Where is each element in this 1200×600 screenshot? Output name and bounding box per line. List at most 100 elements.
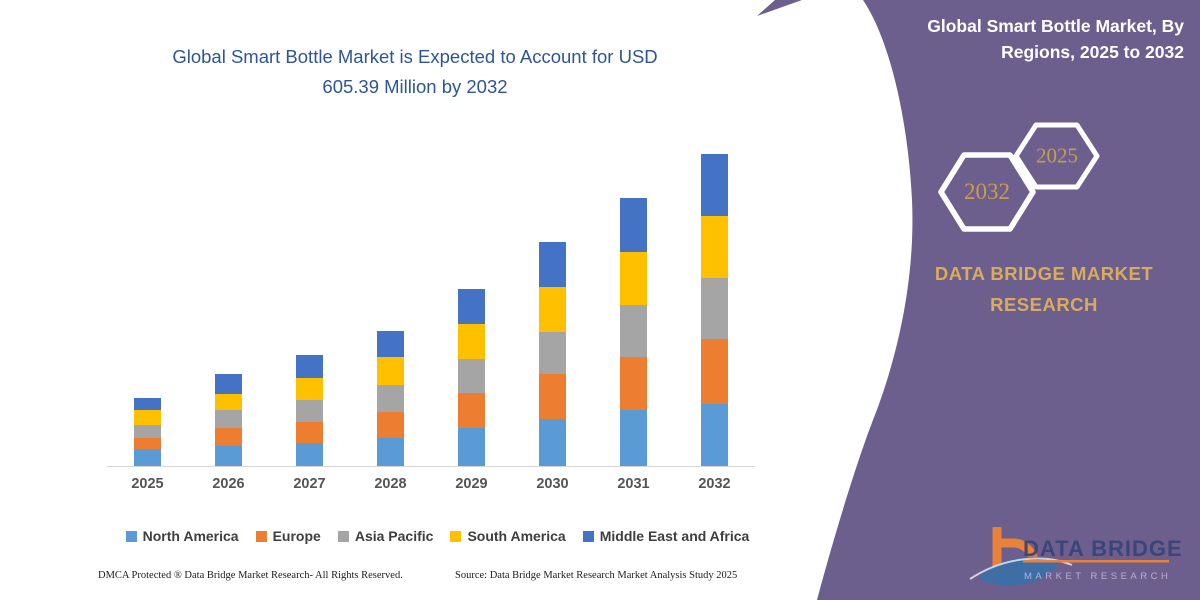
legend-marker-icon bbox=[582, 530, 594, 542]
bar-segment-2025-europe bbox=[134, 438, 161, 450]
x-tick-label-2030: 2030 bbox=[536, 476, 569, 492]
bar-segment-2025-middle-east-and-africa bbox=[134, 397, 161, 411]
bar-stack-2026 bbox=[215, 373, 242, 466]
panel-title-line2: Regions, 2025 to 2032 bbox=[1001, 42, 1184, 63]
hexagon-2025-icon bbox=[1013, 122, 1100, 190]
x-tick-label-2027: 2027 bbox=[293, 476, 326, 492]
legend-label: North America bbox=[142, 528, 239, 544]
brand-panel-graphic: DATA BRIDGE MARKET RESEARCH bbox=[757, 0, 1200, 600]
chart-title: Global Smart Bottle Market is Expected t… bbox=[0, 42, 790, 102]
x-tick-label-2026: 2026 bbox=[212, 476, 245, 492]
bar-segment-2030-middle-east-and-africa bbox=[539, 242, 566, 288]
bar-segment-2032-south-america bbox=[701, 215, 728, 278]
bar-segment-2031-asia-pacific bbox=[620, 304, 647, 357]
bar-segment-2032-asia-pacific bbox=[701, 277, 728, 339]
legend-item-north-america: North America bbox=[125, 528, 239, 544]
bar-column-2025 bbox=[107, 150, 188, 466]
bar-segment-2030-south-america bbox=[539, 287, 566, 333]
dbmr-logo-underline bbox=[1023, 560, 1169, 563]
bar-segment-2026-middle-east-and-africa bbox=[215, 373, 242, 394]
legend-label: South America bbox=[467, 528, 566, 544]
legend-marker-icon bbox=[450, 530, 462, 542]
x-tick-label-2028: 2028 bbox=[374, 476, 407, 492]
brand-line2: RESEARCH bbox=[990, 294, 1098, 315]
x-axis-labels: 2025 2026 2027 2028 2029 2030 2031 2032 bbox=[107, 476, 755, 492]
panel-title: Global Smart Bottle Market, By Regions, … bbox=[854, 13, 1184, 66]
source-text: Source: Data Bridge Market Research Mark… bbox=[455, 570, 738, 581]
bar-segment-2029-europe bbox=[458, 393, 485, 429]
brand-wordmark: DATA BRIDGE MARKET RESEARCH bbox=[874, 258, 1200, 320]
dbmr-logo-swoosh bbox=[978, 556, 1060, 586]
bar-stack-2030 bbox=[539, 242, 566, 466]
dmca-text: DMCA Protected ® Data Bridge Market Rese… bbox=[98, 570, 403, 581]
plot-area bbox=[107, 150, 755, 467]
bar-segment-2029-north-america bbox=[458, 428, 485, 466]
bar-segment-2025-asia-pacific bbox=[134, 425, 161, 439]
bar-stack-2029 bbox=[458, 288, 485, 466]
legend-item-middle-east-and-africa: Middle East and Africa bbox=[582, 528, 750, 544]
bar-segment-2025-south-america bbox=[134, 410, 161, 426]
bar-segment-2027-europe bbox=[296, 422, 323, 444]
bar-stack-2027 bbox=[296, 354, 323, 466]
x-tick-label-2025: 2025 bbox=[131, 476, 164, 492]
bar-segment-2027-asia-pacific bbox=[296, 399, 323, 423]
x-tick-label-2032: 2032 bbox=[698, 476, 731, 492]
bar-stack-2032 bbox=[701, 154, 728, 466]
bar-segment-2032-middle-east-and-africa bbox=[701, 154, 728, 216]
dbmr-logo-tagline: MARKET RESEARCH bbox=[1024, 571, 1171, 582]
bar-column-2027 bbox=[269, 150, 350, 466]
panel-background-shape bbox=[817, 0, 1200, 600]
panel-corner-sliver bbox=[757, 0, 802, 16]
bar-segment-2027-south-america bbox=[296, 377, 323, 400]
legend-marker-icon bbox=[337, 530, 349, 542]
bar-segment-2031-north-america bbox=[620, 410, 647, 466]
legend-marker-icon bbox=[255, 530, 267, 542]
bar-segment-2030-north-america bbox=[539, 419, 566, 466]
x-tick-label-2029: 2029 bbox=[455, 476, 488, 492]
bar-segment-2026-europe bbox=[215, 427, 242, 446]
bar-segment-2029-asia-pacific bbox=[458, 359, 485, 394]
legend-label: Middle East and Africa bbox=[599, 528, 750, 544]
bar-segment-2026-north-america bbox=[215, 446, 242, 466]
legend-marker-icon bbox=[125, 530, 137, 542]
bar-segment-2028-asia-pacific bbox=[377, 384, 404, 412]
brand-panel: DATA BRIDGE MARKET RESEARCH Global Smart… bbox=[740, 0, 1200, 600]
dbmr-logo-name: DATA BRIDGE bbox=[1023, 536, 1183, 561]
legend-item-asia-pacific: Asia Pacific bbox=[337, 528, 434, 544]
bar-column-2028 bbox=[350, 150, 431, 466]
bar-segment-2031-middle-east-and-africa bbox=[620, 198, 647, 252]
bar-segment-2031-europe bbox=[620, 356, 647, 411]
legend-item-europe: Europe bbox=[255, 528, 321, 544]
bar-segment-2026-asia-pacific bbox=[215, 410, 242, 428]
bar-segment-2030-europe bbox=[539, 374, 566, 420]
legend-label: Asia Pacific bbox=[354, 528, 434, 544]
bar-segment-2031-south-america bbox=[620, 251, 647, 305]
legend-item-south-america: South America bbox=[450, 528, 566, 544]
bar-column-2032 bbox=[674, 150, 755, 466]
bar-stack-2031 bbox=[620, 198, 647, 466]
bar-segment-2026-south-america bbox=[215, 393, 242, 411]
footer: DMCA Protected ® Data Bridge Market Rese… bbox=[0, 570, 790, 590]
bar-segment-2027-north-america bbox=[296, 443, 323, 466]
brand-line1: DATA BRIDGE MARKET bbox=[934, 263, 1154, 284]
bar-column-2029 bbox=[431, 150, 512, 466]
bar-segment-2029-south-america bbox=[458, 323, 485, 360]
chart-title-line2: 605.39 Million by 2032 bbox=[322, 76, 508, 97]
bar-column-2030 bbox=[512, 150, 593, 466]
bar-column-2026 bbox=[188, 150, 269, 466]
bar-segment-2028-south-america bbox=[377, 356, 404, 385]
hexagon-2032-label: 2032 bbox=[964, 179, 1010, 204]
bar-segment-2029-middle-east-and-africa bbox=[458, 288, 485, 324]
bar-segment-2032-europe bbox=[701, 338, 728, 404]
bar-segment-2028-middle-east-and-africa bbox=[377, 330, 404, 357]
bar-segment-2025-north-america bbox=[134, 449, 161, 466]
bar-column-2031 bbox=[593, 150, 674, 466]
bar-segment-2028-north-america bbox=[377, 437, 404, 466]
bar-stack-2028 bbox=[377, 330, 404, 466]
bar-stack-2025 bbox=[134, 397, 161, 466]
bar-segment-2027-middle-east-and-africa bbox=[296, 354, 323, 378]
chart-section: Global Smart Bottle Market is Expected t… bbox=[0, 42, 790, 590]
legend-label: Europe bbox=[272, 528, 321, 544]
panel-title-line1: Global Smart Bottle Market, By bbox=[927, 16, 1184, 36]
